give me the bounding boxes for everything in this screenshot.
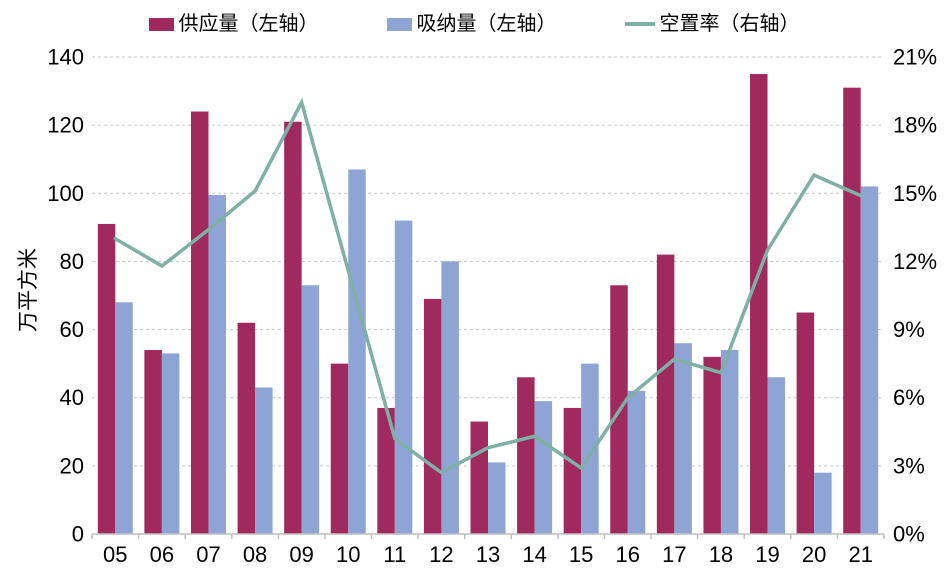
legend-label-absorption: 吸纳量（左轴）: [416, 13, 557, 35]
left-axis-tick-label: 80: [60, 249, 84, 274]
x-axis-label: 07: [196, 542, 220, 567]
absorption-bar: [674, 343, 692, 534]
absorption-bar: [814, 472, 832, 534]
legend-item-supply: 供应量（左轴）: [148, 13, 319, 35]
absorption-bar: [301, 285, 320, 534]
absorption-bar: [720, 350, 739, 534]
right-axis-tick-label: 21%: [893, 45, 937, 70]
absorption-bar: [208, 194, 226, 534]
supply-bar: [330, 363, 349, 534]
supply-bar: [284, 121, 302, 534]
x-axis-label: 13: [476, 542, 500, 567]
supply-bar: [656, 254, 675, 534]
supply-bar: [843, 87, 861, 535]
right-axis-tick-label: 9%: [893, 317, 925, 342]
absorption-bar: [581, 363, 599, 534]
left-axis-tick-label: 100: [47, 181, 84, 206]
left-axis-tick-label: 0: [72, 522, 84, 547]
x-axis-label: 10: [336, 542, 360, 567]
x-axis-label: 19: [755, 542, 779, 567]
right-axis-tick-label: 12%: [893, 249, 937, 274]
absorption-bar: [860, 186, 879, 534]
supply-bar: [750, 74, 768, 535]
absorption-bar: [767, 377, 786, 534]
left-axis-tick-label: 140: [47, 45, 84, 70]
x-axis-label: 15: [569, 542, 593, 567]
left-axis-tick-label: 60: [60, 317, 84, 342]
x-axis-label: 16: [616, 542, 640, 567]
absorption-bar: [394, 220, 413, 535]
absorption-swatch: [386, 17, 412, 31]
legend-label-vacancy: 空置率（右轴）: [659, 13, 800, 35]
supply-bar: [377, 407, 395, 534]
supply-bar: [796, 312, 815, 534]
supply-swatch: [148, 17, 174, 31]
right-axis-tick-label: 6%: [893, 385, 925, 410]
x-axis-label: 05: [103, 542, 127, 567]
legend-label-supply: 供应量（左轴）: [178, 13, 319, 35]
supply-bar: [97, 223, 116, 534]
right-axis-tick-label: 3%: [893, 453, 925, 478]
legend: 供应量（左轴） 吸纳量（左轴） 空置率（右轴）: [0, 14, 948, 34]
supply-bar: [517, 377, 535, 534]
vacancy-line: [113, 97, 863, 475]
absorption-bar: [488, 462, 506, 534]
x-axis-label: 09: [289, 542, 313, 567]
left-axis-tick-label: 40: [60, 385, 84, 410]
x-axis-label: 11: [383, 542, 406, 567]
legend-item-vacancy: 空置率（右轴）: [624, 13, 800, 35]
absorption-bar: [441, 261, 459, 534]
absorption-bar: [115, 302, 133, 534]
supply-bar: [563, 407, 582, 534]
absorption-bar: [161, 353, 180, 534]
supply-bar: [237, 322, 256, 534]
x-axis-label: 17: [662, 542, 686, 567]
x-axis-label: 21: [848, 542, 872, 567]
legend-item-absorption: 吸纳量（左轴）: [386, 13, 557, 35]
right-axis-tick-label: 0%: [893, 522, 925, 547]
left-axis-tick-label: 120: [47, 113, 84, 138]
right-axis-tick-label: 15%: [893, 181, 937, 206]
x-axis-label: 08: [243, 542, 267, 567]
supply-bar: [703, 356, 721, 534]
absorption-bar: [255, 387, 273, 534]
supply-bar: [190, 111, 209, 534]
left-axis-tick-label: 20: [60, 453, 84, 478]
x-axis-label: 18: [709, 542, 733, 567]
supply-bar: [144, 350, 162, 534]
x-axis-label: 14: [522, 542, 546, 567]
x-axis-label: 20: [802, 542, 826, 567]
x-axis-label: 12: [429, 542, 453, 567]
left-axis-title: 万平方米: [17, 248, 40, 332]
absorption-bar: [627, 390, 646, 534]
x-axis-label: 06: [150, 542, 174, 567]
absorption-bar: [534, 401, 553, 534]
right-axis-tick-label: 18%: [893, 113, 937, 138]
vacancy-swatch: [624, 22, 655, 26]
supply-bar: [470, 421, 488, 534]
supply-bar: [423, 298, 442, 534]
absorption-bar: [348, 169, 366, 534]
